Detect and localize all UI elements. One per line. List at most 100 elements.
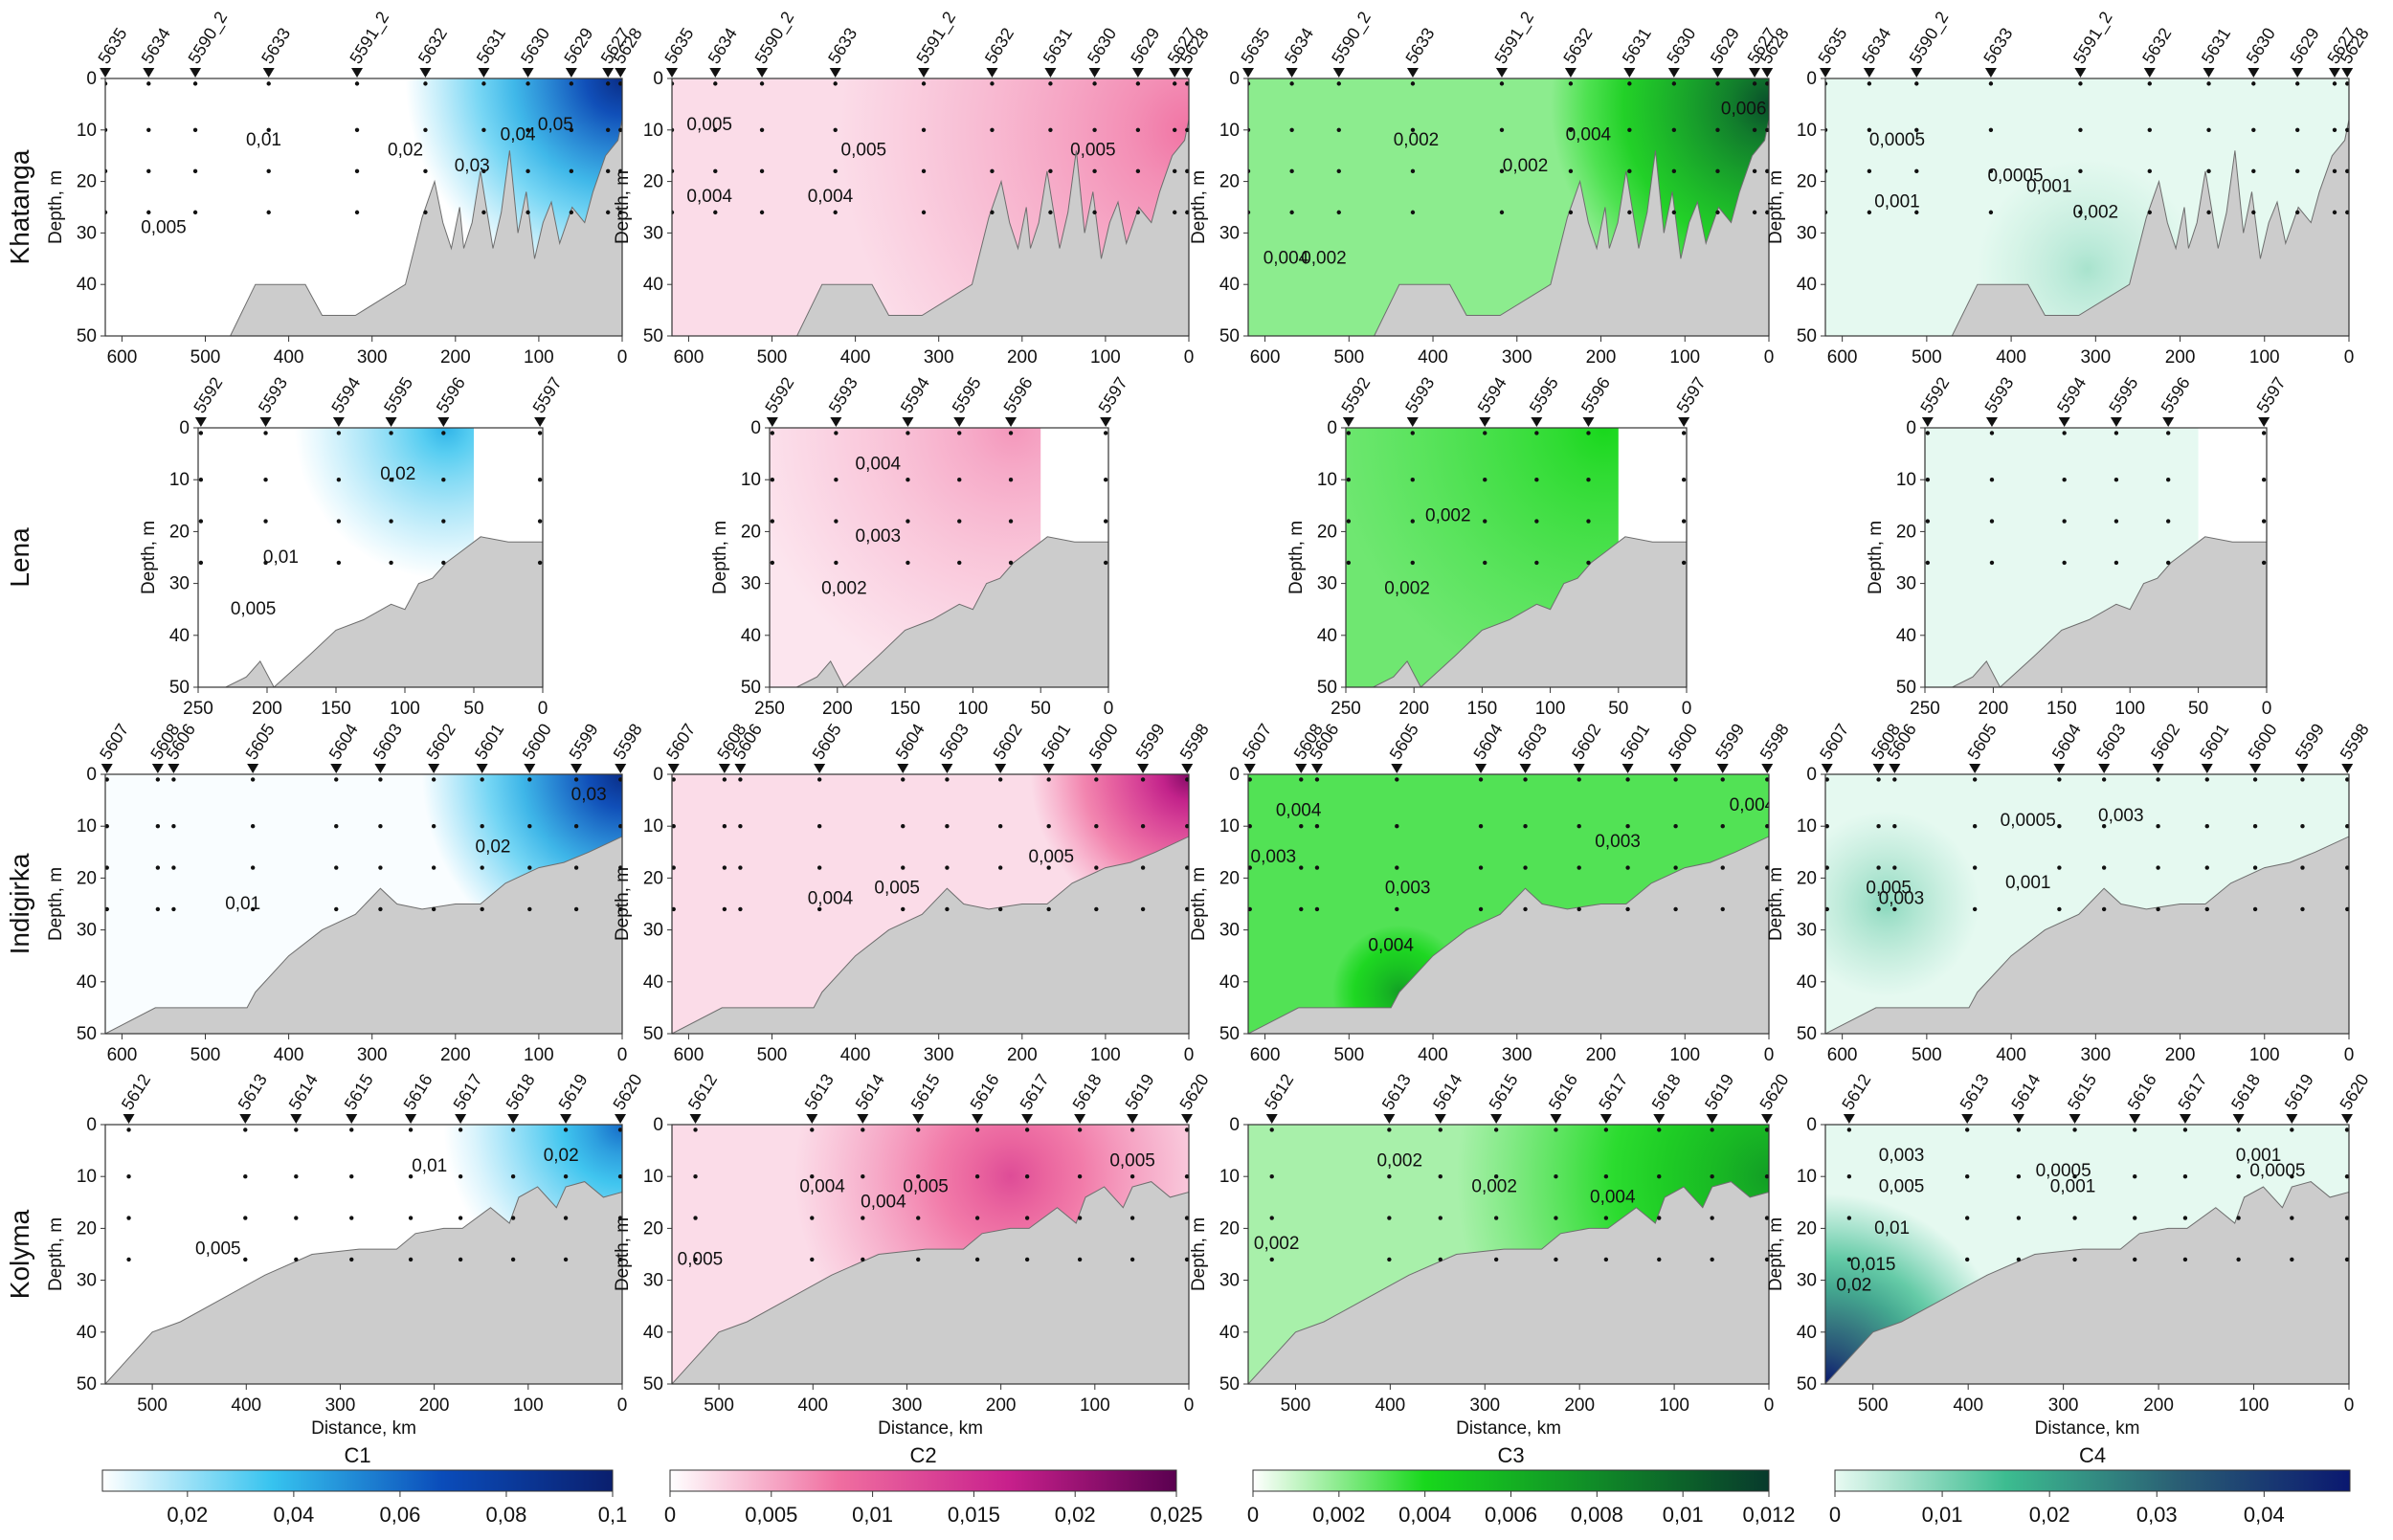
station-marker [194,417,207,427]
sample-dot [354,127,360,132]
depth-axis-label: Depth, m [1766,170,1786,244]
sample-dot [2236,1216,2241,1220]
sample-dot [997,777,1003,782]
sample-dot [408,1216,414,1220]
colorbar-title-c2: C2 [909,1443,936,1467]
sample-dot [738,865,743,870]
sample-dot [1185,127,1189,132]
contour-label-c2-4: 0,005 [1070,141,1116,161]
colorbar-tick-c2-1: 0,005 [745,1503,797,1527]
station-marker [1286,68,1298,78]
sample-dot [921,210,927,215]
sample-dot [1336,168,1341,174]
depth-tick-0: 0 [1806,1115,1817,1135]
sample-dot [1395,777,1399,782]
distance-tick-500: 500 [190,347,221,368]
colorbar-c2: C2 0 0,005 0,01 0,015 0,02 0,025 [664,1443,1203,1527]
sample-dot [1103,560,1108,566]
sample-dot [1710,1216,1714,1220]
sample-dot [1008,431,1014,435]
sample-dot [1410,519,1415,524]
sample-dot [1673,824,1678,829]
station-marker [2232,1114,2245,1124]
station-label-5593: 5593 [255,374,291,417]
sample-dot [105,824,109,829]
contour-label-c2-1: 0,004 [799,1176,845,1196]
sample-dot [1715,127,1720,132]
contour-label-c4-2: 0,0005 [2001,811,2056,831]
sample-dot [810,1127,815,1132]
sample-dot [1534,478,1539,482]
distance-tick-400: 400 [1418,347,1448,368]
panel-lena-c4: 5592 5593 5594 5595 5596 5597 0 10 20 30 40 50 Depth… [1866,374,2290,719]
sample-dot [618,906,622,912]
row-label-khatanga: Khatanga [5,149,34,264]
contour-label-c3-3: 0,002 [1503,156,1549,176]
station-marker [290,1114,302,1124]
sample-dot [618,210,622,215]
sample-dot [1185,210,1189,215]
plot-frame [1924,427,2268,688]
sample-dot [155,824,161,829]
sample-dot [1586,560,1591,566]
contour-label-c3-1: 0,002 [1301,249,1347,269]
sample-dot [974,1216,980,1220]
sample-dot [1346,560,1352,566]
station-marker [259,417,272,427]
distance-tick-200: 200 [1979,699,2009,719]
contour-label-c4-5: 0,0005 [2036,1161,2091,1181]
sample-dot [816,777,822,782]
station-label-5629: 5629 [560,25,596,68]
sample-dot [1989,478,1995,482]
colorbar-tick-c2-0: 0 [664,1503,676,1527]
station-label-5601: 5601 [1617,721,1653,764]
sample-dot [713,168,718,174]
station-label-5599: 5599 [1711,721,1748,764]
sample-dot [1410,127,1416,132]
depth-tick-30: 30 [1797,921,1817,941]
station-marker [346,1114,358,1124]
contour-label-c4-0: 0,003 [1879,1146,1925,1166]
sample-dot [1554,1257,1558,1262]
distance-tick-50: 50 [1608,699,1628,719]
station-label-5617: 5617 [1017,1071,1053,1114]
station-marker [1961,1114,1974,1124]
station-label-5598: 5598 [1176,721,1213,764]
sample-dot [1989,431,1995,435]
station-marker [986,68,998,78]
sample-dot [1892,777,1897,782]
sample-dot [2072,1257,2077,1262]
sample-dot [155,906,161,912]
sample-dot [349,1127,354,1132]
sample-dot [2078,81,2083,86]
sample-dot [389,478,393,482]
sample-dot [2204,865,2209,870]
plot-frame [671,1124,1190,1385]
sample-dot [906,478,910,482]
station-marker [1969,764,1981,773]
sample-dot [294,1257,299,1262]
depth-tick-30: 30 [77,223,97,243]
station-marker [151,764,164,773]
distance-tick-500: 500 [1333,1045,1364,1065]
sample-dot [2332,127,2337,132]
distance-tick-100: 100 [1535,699,1566,719]
sample-dot [770,431,775,435]
depth-tick-40: 40 [77,275,97,295]
sample-dot [192,81,198,86]
sample-dot [722,865,727,870]
depth-tick-10: 10 [77,121,97,141]
sample-dot [617,1174,622,1179]
distance-axis-label: Distance, km [878,1418,983,1439]
sample-dot [945,777,950,782]
colorbar-c4: C4 0 0,01 0,02 0,03 0,04 [1829,1443,2351,1527]
sample-dot [2206,81,2211,86]
sample-dot [1140,824,1146,829]
sample-dot [722,824,727,829]
station-label-5618: 5618 [1648,1071,1685,1114]
distance-tick-100: 100 [2249,1045,2280,1065]
sample-dot [2204,777,2209,782]
sample-dot [1499,168,1505,174]
sample-dot [1185,777,1189,782]
sample-dot [1988,127,1994,132]
